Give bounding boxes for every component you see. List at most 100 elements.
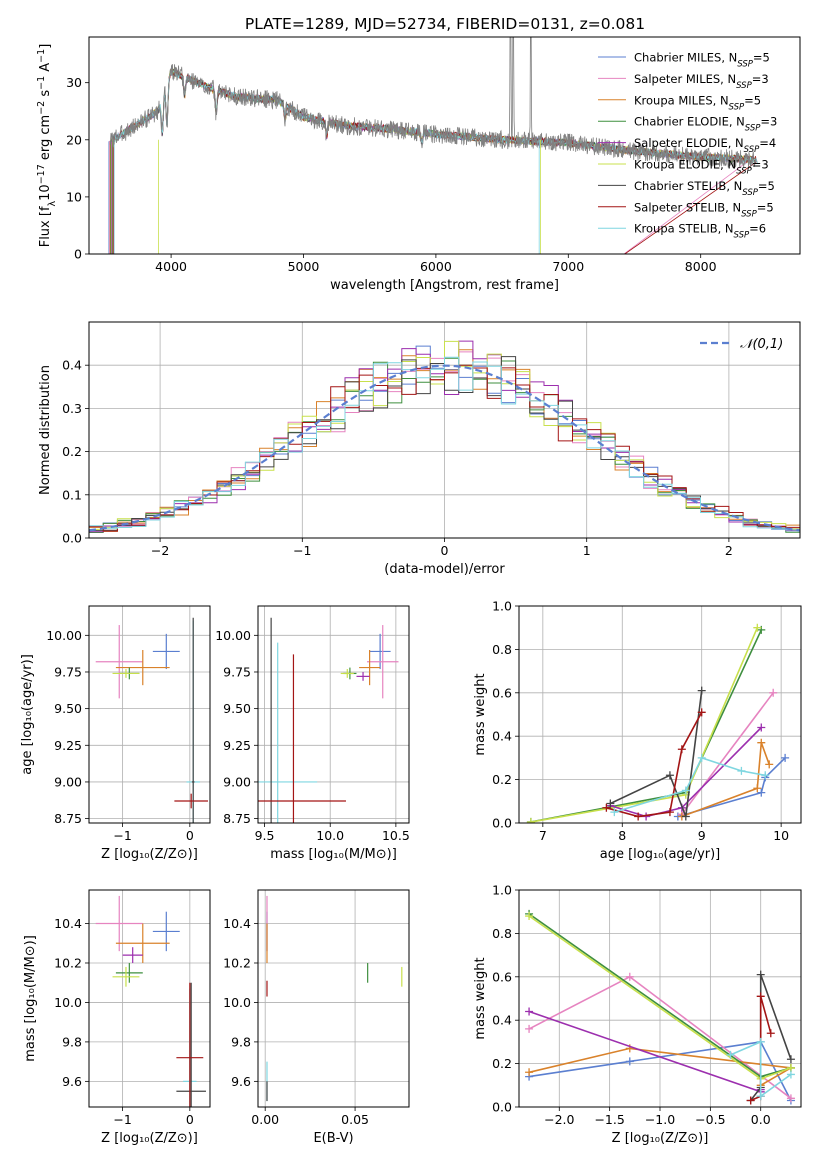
y-tick-label: 10.4 <box>54 916 82 931</box>
weight-marker <box>756 992 765 1001</box>
y-tick-label: 10.0 <box>54 995 82 1010</box>
legend-label-text: Salpeter MILES, N <box>634 72 736 86</box>
y-tick-label: 10.2 <box>54 955 82 970</box>
plot-area-age_vs_Z <box>95 617 208 823</box>
weight-marker <box>757 788 766 797</box>
figure-title: PLATE=1289, MJD=52734, FIBERID=0131, z=0… <box>245 15 645 33</box>
normal-curve <box>89 364 800 532</box>
plot-area-massweight_vs_age <box>526 623 790 823</box>
weight-marker <box>665 808 674 817</box>
panel-massweight_vs_Z: −2.0 −1.5 −1.0 −0.5 0.0 0.0 0.2 0.4 0.6 0.8 1.0 Z [… <box>473 883 802 1146</box>
y-axis-label-part: ] <box>38 44 53 49</box>
weight-marker <box>625 972 634 981</box>
y-tick-label: 0.8 <box>492 642 512 657</box>
legend-label: Kroupa STELIB, NSSP=6 <box>634 222 766 241</box>
axes-frame <box>88 321 801 539</box>
x-tick-label: 1 <box>583 543 591 558</box>
weight-line-1 <box>681 692 774 815</box>
legend-label-value: =5 <box>753 51 770 65</box>
x-tick-label: −1.0 <box>645 1112 675 1127</box>
x-tick-label: 0 <box>186 828 194 843</box>
x-tick-label: 9 <box>698 828 706 843</box>
plot-area-residual_histogram <box>89 340 800 534</box>
y-tick-label: 10.00 <box>46 628 82 643</box>
weight-marker <box>677 745 686 754</box>
y-tick-label: 9.75 <box>223 664 251 679</box>
x-axis-label: Z [log₁₀(Z/Z⊙)] <box>101 847 198 862</box>
y-axis-label: age [log₁₀(age/yr)] <box>20 654 35 775</box>
y-axis-label-part: A <box>38 63 53 76</box>
weight-marker <box>753 623 762 632</box>
legend-label-sub: SSP <box>736 167 752 177</box>
y-tick-label: 9.8 <box>231 1034 251 1049</box>
weight-marker <box>526 818 535 823</box>
legend-label-value: =3 <box>752 72 769 86</box>
weight-marker <box>634 812 643 821</box>
x-tick-label: 7000 <box>552 259 584 274</box>
y-axis-label-part: 10 <box>38 184 53 201</box>
legend-label-value: =5 <box>757 200 774 214</box>
y-tick-label: 0.3 <box>62 401 82 416</box>
histogram-step-2 <box>89 349 800 533</box>
x-axis-label: Z [log₁₀(Z/Z⊙)] <box>612 1131 709 1146</box>
legend-label-text: Kroupa MILES, N <box>634 93 729 107</box>
weight-line-8 <box>730 1040 792 1098</box>
histogram-step-7 <box>89 364 800 532</box>
legend-label-sub: SSP <box>729 102 745 112</box>
weight-line-2 <box>528 1047 794 1086</box>
y-axis-label: mass weight <box>473 957 488 1039</box>
weight-line-2 <box>681 742 770 818</box>
y-tick-label: 10.4 <box>223 916 251 931</box>
legend-label-sub: SSP <box>745 124 761 134</box>
x-axis-label: E(B-V) <box>313 1131 353 1146</box>
legend-label: Chabrier ELODIE, NSSP=3 <box>634 115 777 134</box>
y-axis-label-part: Flux [f <box>38 206 53 247</box>
y-tick-label: 9.50 <box>54 701 82 716</box>
y-axis-label-part: −17 <box>36 164 47 184</box>
y-tick-label: 0.0 <box>492 1100 512 1115</box>
y-tick-label: 0.2 <box>62 444 82 459</box>
x-tick-label: 0 <box>441 543 449 558</box>
y-tick-label: 10.0 <box>223 995 251 1010</box>
x-tick-label: 9.5 <box>255 828 275 843</box>
legend-label-text: Chabrier STELIB, N <box>634 179 742 193</box>
legend-label-text: Salpeter ELODIE, N <box>634 136 744 150</box>
weight-marker <box>665 771 674 780</box>
legend-label: 𝒩(0,1) <box>740 337 783 352</box>
legend-label-sub: SSP <box>744 145 760 155</box>
weight-marker <box>525 1024 534 1033</box>
weight-marker <box>681 812 690 821</box>
x-tick-label: −0.5 <box>695 1112 725 1127</box>
weight-line-4 <box>530 627 759 823</box>
weight-marker <box>697 753 706 762</box>
weight-marker <box>525 1068 534 1077</box>
weight-marker <box>756 970 765 979</box>
weight-marker <box>757 723 766 732</box>
x-axis-label: wavelength [Angstrom, rest frame] <box>330 278 559 293</box>
weight-marker <box>765 760 774 769</box>
y-axis-label-part: erg cm <box>38 115 53 164</box>
legend-label: Salpeter MILES, NSSP=3 <box>634 72 769 91</box>
x-tick-label: 0 <box>186 1112 194 1127</box>
y-axis-label-part: −1 <box>36 49 47 63</box>
panel-residual_histogram: −2 −1 0 1 2 0.0 0.1 0.2 0.3 0.4 (data-model)/error… <box>38 321 801 577</box>
y-tick-label: 0.4 <box>492 729 512 744</box>
y-tick-label: 9.25 <box>223 738 251 753</box>
weight-marker <box>525 1007 534 1016</box>
panel-age_vs_Z: −1 0 8.75 9.00 9.25 9.50 9.75 10.00 Z [log₁₀(Z/Z… <box>20 605 211 862</box>
y-tick-label: 0.4 <box>492 1013 512 1028</box>
weight-marker <box>786 1094 795 1103</box>
panel-massweight_vs_age: 7 8 9 10 0.0 0.2 0.4 0.6 0.8 1.0 age [log₁₀(age/yr… <box>473 599 802 862</box>
y-tick-label: 0.8 <box>492 926 512 941</box>
plot-area-massweight_vs_Z <box>525 909 795 1105</box>
legend-label-sub: SSP <box>741 209 757 219</box>
y-tick-label: 0.6 <box>492 969 512 984</box>
weight-line-6 <box>610 690 703 817</box>
x-tick-label: 4000 <box>155 259 187 274</box>
data-spectrum-line <box>109 37 757 169</box>
x-tick-label: 2 <box>725 543 733 558</box>
panel-age_vs_mass: 9.5 10.0 10.5 8.75 9.00 9.25 9.50 9.75 10.00 mass… <box>215 605 410 862</box>
panel-spectrum: 4000 5000 6000 7000 8000 0 10 20 30 wavelength [A… <box>36 36 801 293</box>
legend-label-value: =3 <box>752 158 769 172</box>
